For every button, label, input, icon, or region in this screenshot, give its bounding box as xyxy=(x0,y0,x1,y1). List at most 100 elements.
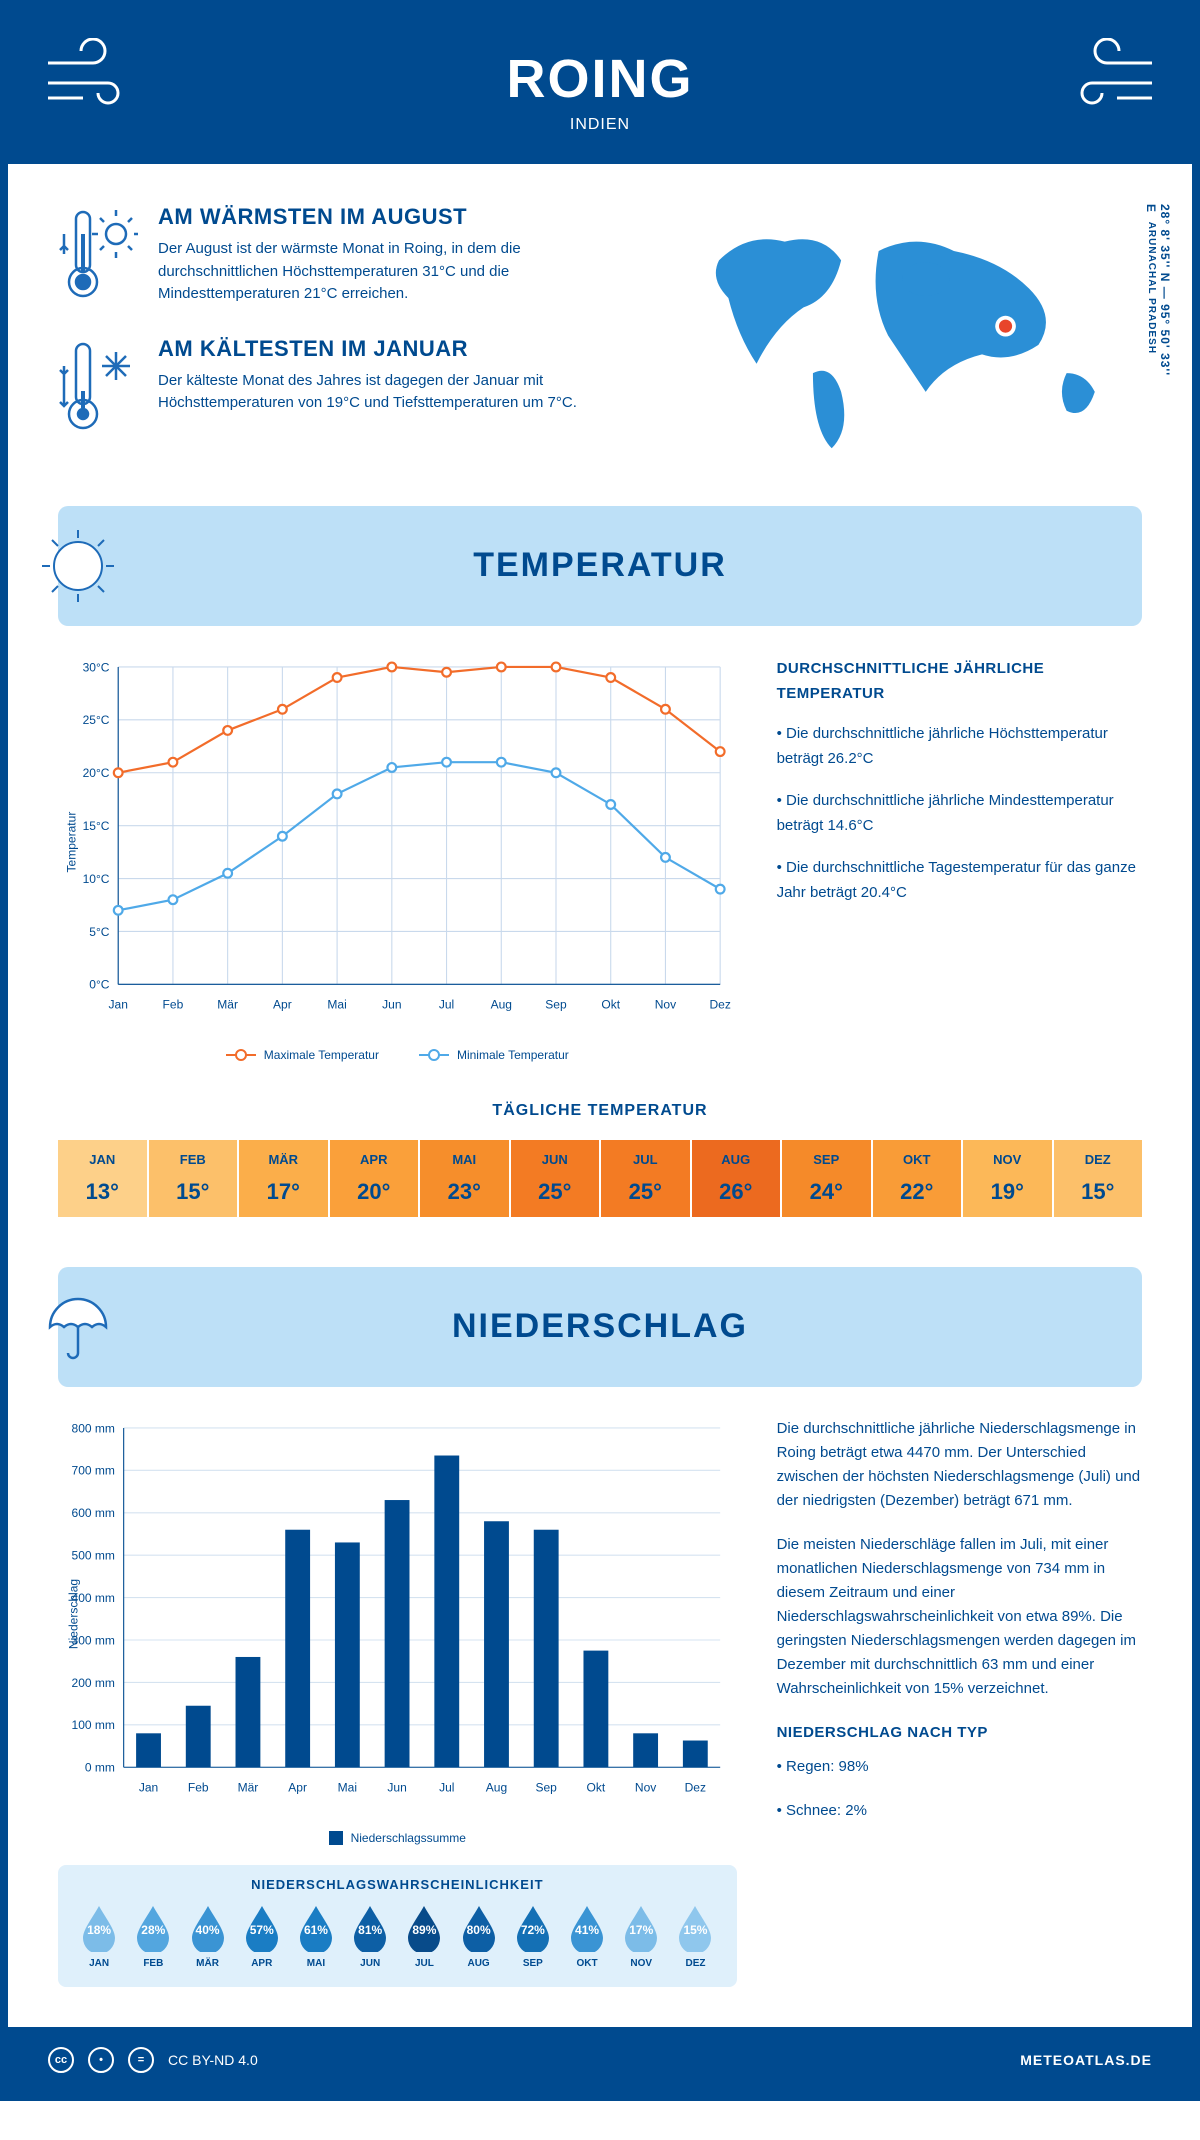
precip-legend: Niederschlagssumme xyxy=(58,1831,737,1845)
page-subtitle: INDIEN xyxy=(28,116,1172,134)
temp-bullet: • Die durchschnittliche Tagestemperatur … xyxy=(777,855,1142,906)
svg-text:Feb: Feb xyxy=(188,1780,209,1794)
precip-type: • Regen: 98% xyxy=(777,1755,1142,1779)
prob-cell: 61% MAI xyxy=(291,1904,341,1969)
svg-text:Jun: Jun xyxy=(382,997,401,1011)
svg-text:Jun: Jun xyxy=(387,1780,406,1794)
map-block: 28° 8' 35'' N — 95° 50' 33'' E ARUNACHAL… xyxy=(672,204,1142,466)
temperature-line-chart: 0°C5°C10°C15°C20°C25°C30°CJanFebMärAprMa… xyxy=(58,656,737,1062)
temp-bullet: • Die durchschnittliche jährliche Mindes… xyxy=(777,788,1142,839)
header: ROING INDIEN xyxy=(8,8,1192,164)
world-map-icon xyxy=(672,204,1142,464)
svg-text:Temperatur: Temperatur xyxy=(65,811,79,872)
raindrop-icon: 17% xyxy=(621,1904,661,1952)
cc-icon: cc xyxy=(48,2047,74,2073)
svg-text:Dez: Dez xyxy=(709,997,730,1011)
prob-cell: 41% OKT xyxy=(562,1904,612,1969)
footer: cc • = CC BY-ND 4.0 METEOATLAS.DE xyxy=(8,2027,1192,2093)
svg-text:100 mm: 100 mm xyxy=(72,1718,115,1732)
prob-cell: 72% SEP xyxy=(508,1904,558,1969)
prob-cell: 28% FEB xyxy=(128,1904,178,1969)
daily-temp-cell: JUN25° xyxy=(511,1140,600,1217)
svg-text:Dez: Dez xyxy=(685,1780,706,1794)
thermometer-hot-icon xyxy=(58,204,138,304)
sun-icon xyxy=(38,526,118,606)
raindrop-icon: 81% xyxy=(350,1904,390,1952)
coordinates: 28° 8' 35'' N — 95° 50' 33'' E ARUNACHAL… xyxy=(1144,204,1172,466)
wind-decoration xyxy=(38,38,138,118)
svg-text:0 mm: 0 mm xyxy=(85,1760,115,1774)
svg-text:Nov: Nov xyxy=(635,1780,656,1794)
precip-banner: NIEDERSCHLAG xyxy=(58,1267,1142,1387)
svg-text:25°C: 25°C xyxy=(83,713,110,727)
svg-text:Sep: Sep xyxy=(535,1780,557,1794)
daily-temp-cell: FEB15° xyxy=(149,1140,238,1217)
raindrop-icon: 40% xyxy=(188,1904,228,1952)
prob-cell: 18% JAN xyxy=(74,1904,124,1969)
temperature-description: DURCHSCHNITTLICHE JÄHRLICHE TEMPERATUR •… xyxy=(777,656,1142,1062)
precip-type-heading: NIEDERSCHLAG NACH TYP xyxy=(777,1721,1142,1745)
prob-cell: 57% APR xyxy=(237,1904,287,1969)
svg-text:30°C: 30°C xyxy=(83,660,110,674)
svg-text:Aug: Aug xyxy=(486,1780,507,1794)
section-title: NIEDERSCHLAG xyxy=(148,1307,1052,1346)
daily-temp-cell: APR20° xyxy=(330,1140,419,1217)
thermometer-cold-icon xyxy=(58,336,138,436)
precip-row: 0 mm100 mm200 mm300 mm400 mm500 mm600 mm… xyxy=(58,1417,1142,1987)
daily-temp-cell: JUL25° xyxy=(601,1140,690,1217)
prob-cell: 89% JUL xyxy=(399,1904,449,1969)
raindrop-icon: 72% xyxy=(513,1904,553,1952)
warmest-title: AM WÄRMSTEN IM AUGUST xyxy=(158,204,632,230)
daily-temp-cell: AUG26° xyxy=(692,1140,781,1217)
daily-temp-grid: JAN13°FEB15°MÄR17°APR20°MAI23°JUN25°JUL2… xyxy=(58,1140,1142,1217)
raindrop-icon: 15% xyxy=(675,1904,715,1952)
wind-decoration xyxy=(1062,38,1162,118)
raindrop-icon: 61% xyxy=(296,1904,336,1952)
intro-row: AM WÄRMSTEN IM AUGUST Der August ist der… xyxy=(58,204,1142,466)
svg-text:Mai: Mai xyxy=(338,1780,357,1794)
svg-text:0°C: 0°C xyxy=(89,977,109,991)
intro-facts: AM WÄRMSTEN IM AUGUST Der August ist der… xyxy=(58,204,632,466)
precip-probability-box: NIEDERSCHLAGSWAHRSCHEINLICHKEIT 18% JAN … xyxy=(58,1865,737,1987)
precip-type: • Schnee: 2% xyxy=(777,1799,1142,1823)
svg-text:Aug: Aug xyxy=(491,997,512,1011)
svg-text:Mär: Mär xyxy=(238,1780,259,1794)
warmest-fact: AM WÄRMSTEN IM AUGUST Der August ist der… xyxy=(58,204,632,306)
svg-text:Feb: Feb xyxy=(163,997,184,1011)
precip-para: Die durchschnittliche jährliche Niedersc… xyxy=(777,1417,1142,1513)
page: ROING INDIEN AM WÄRMSTEN IM AUGUST Der A… xyxy=(0,0,1200,2101)
prob-title: NIEDERSCHLAGSWAHRSCHEINLICHKEIT xyxy=(74,1877,721,1892)
prob-cell: 17% NOV xyxy=(616,1904,666,1969)
svg-text:5°C: 5°C xyxy=(89,924,109,938)
svg-text:20°C: 20°C xyxy=(83,766,110,780)
temp-desc-heading: DURCHSCHNITTLICHE JÄHRLICHE TEMPERATUR xyxy=(777,656,1142,707)
svg-text:Jul: Jul xyxy=(439,997,454,1011)
raindrop-icon: 57% xyxy=(242,1904,282,1952)
svg-text:Sep: Sep xyxy=(545,997,567,1011)
page-title: ROING xyxy=(28,48,1172,110)
daily-temp-cell: MÄR17° xyxy=(239,1140,328,1217)
warmest-text: Der August ist der wärmste Monat in Roin… xyxy=(158,238,632,306)
by-icon: • xyxy=(88,2047,114,2073)
temperature-banner: TEMPERATUR xyxy=(58,506,1142,626)
daily-temp-cell: OKT22° xyxy=(873,1140,962,1217)
raindrop-icon: 80% xyxy=(459,1904,499,1952)
svg-text:Jan: Jan xyxy=(109,997,128,1011)
nd-icon: = xyxy=(128,2047,154,2073)
svg-text:Jan: Jan xyxy=(139,1780,158,1794)
site-credit: METEOATLAS.DE xyxy=(1020,2052,1152,2068)
precip-description: Die durchschnittliche jährliche Niedersc… xyxy=(777,1417,1142,1987)
daily-temp-cell: JAN13° xyxy=(58,1140,147,1217)
prob-cell: 80% AUG xyxy=(454,1904,504,1969)
daily-temp-title: TÄGLICHE TEMPERATUR xyxy=(58,1102,1142,1120)
daily-temp-cell: SEP24° xyxy=(782,1140,871,1217)
coldest-title: AM KÄLTESTEN IM JANUAR xyxy=(158,336,632,362)
svg-text:700 mm: 700 mm xyxy=(72,1463,115,1477)
prob-cell: 40% MÄR xyxy=(182,1904,232,1969)
svg-text:Apr: Apr xyxy=(273,997,292,1011)
temperature-row: 0°C5°C10°C15°C20°C25°C30°CJanFebMärAprMa… xyxy=(58,656,1142,1062)
prob-grid: 18% JAN 28% FEB 40% MÄR 57% APR 61% MAI … xyxy=(74,1904,721,1969)
section-title: TEMPERATUR xyxy=(148,546,1052,585)
svg-text:10°C: 10°C xyxy=(83,871,110,885)
temp-legend: Maximale Temperatur Minimale Temperatur xyxy=(58,1048,737,1062)
